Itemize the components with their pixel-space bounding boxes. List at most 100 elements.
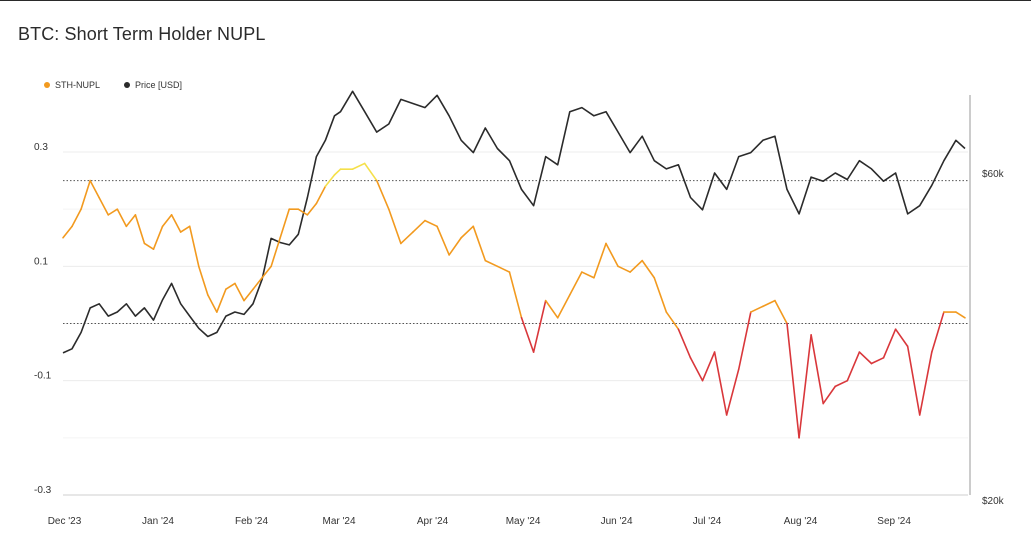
sth-nupl-segment xyxy=(496,265,511,273)
x-tick-label: Dec '23 xyxy=(48,516,82,527)
sth-nupl-segment xyxy=(858,351,873,365)
sth-nupl-segment xyxy=(152,225,164,250)
sth-nupl-segment xyxy=(653,276,668,313)
series-price xyxy=(62,90,966,354)
sth-nupl-segment xyxy=(810,334,825,405)
sth-nupl-segment xyxy=(894,328,909,348)
legend-item-sth-nupl[interactable]: STH-NUPL xyxy=(44,80,100,90)
sth-nupl-segment xyxy=(333,168,342,176)
sth-nupl-segment xyxy=(955,311,966,319)
sth-nupl-segment xyxy=(581,271,595,279)
x-tick-label: Apr '24 xyxy=(417,516,449,527)
top-border xyxy=(0,0,1031,1)
sth-nupl-segment xyxy=(617,265,631,273)
sth-nupl-segment xyxy=(400,231,414,245)
sth-nupl-segment xyxy=(689,356,704,382)
sth-nupl-segment xyxy=(641,259,656,279)
sth-nupl-segment xyxy=(882,328,897,359)
right-tick-label: $60k xyxy=(982,169,1005,180)
sth-nupl-segment xyxy=(508,271,523,319)
sth-nupl-segment xyxy=(701,351,716,382)
sth-nupl-segment xyxy=(261,265,272,279)
x-tick-label: Aug '24 xyxy=(784,516,818,527)
sth-nupl-segment xyxy=(225,282,236,291)
sth-nupl-segment xyxy=(532,299,547,353)
sth-nupl-segment xyxy=(363,162,378,182)
y-tick-label: 0.1 xyxy=(34,256,48,267)
sth-nupl-segment xyxy=(98,196,110,216)
sth-nupl-segment xyxy=(62,225,73,239)
sth-nupl-segment xyxy=(774,299,788,325)
price-line xyxy=(62,90,966,354)
sth-nupl-segment xyxy=(798,334,812,439)
sth-nupl-segment xyxy=(170,214,182,233)
y-tick-label: 0.3 xyxy=(34,142,48,153)
sth-nupl-segment xyxy=(834,379,849,388)
sth-nupl-segment xyxy=(472,225,487,262)
legend: STH-NUPL Price [USD] xyxy=(44,80,182,90)
sth-nupl-segment xyxy=(134,214,146,245)
sth-nupl-segment xyxy=(234,282,245,302)
legend-item-price[interactable]: Price [USD] xyxy=(124,80,182,90)
sth-nupl-segment xyxy=(306,202,318,216)
sth-nupl-segment xyxy=(665,311,680,331)
sth-nupl-segment xyxy=(930,311,945,353)
sth-nupl-segment xyxy=(484,259,499,268)
sth-nupl-segment xyxy=(762,299,776,308)
sth-nupl-segment xyxy=(544,299,559,319)
sth-nupl-segment xyxy=(786,322,800,439)
sth-nupl-segment xyxy=(737,311,752,371)
sth-nupl-segment xyxy=(297,208,309,216)
price-dot-icon xyxy=(124,82,131,88)
sth-nupl-segment xyxy=(143,242,155,250)
sth-nupl-segment xyxy=(906,345,921,416)
sth-nupl-segment xyxy=(197,265,209,296)
sth-nupl-segment xyxy=(107,208,119,216)
sth-nupl-segment xyxy=(188,225,200,268)
sth-nupl-segment xyxy=(556,294,571,319)
sth-nupl-segment xyxy=(80,179,91,210)
sth-nupl-segment xyxy=(207,294,218,313)
right-tick-label: $20k xyxy=(982,496,1005,507)
sth-nupl-segment xyxy=(749,305,764,313)
sth-nupl-segment xyxy=(252,276,263,291)
sth-nupl-segment xyxy=(846,351,861,382)
sth-nupl-segment xyxy=(161,214,173,228)
x-tick-label: Mar '24 xyxy=(323,516,356,527)
grid-lines xyxy=(63,95,971,496)
x-tick-label: Sep '24 xyxy=(877,516,911,527)
sth-nupl-segment xyxy=(436,225,450,256)
right-axis: $60k $20k xyxy=(982,169,1005,507)
sth-nupl-segment xyxy=(324,174,336,188)
sth-nupl-segment xyxy=(605,242,619,268)
legend-label-price: Price [USD] xyxy=(135,80,183,90)
sth-nupl-segment xyxy=(822,385,837,405)
sth-nupl-segment xyxy=(243,288,254,302)
y-tick-label: -0.3 xyxy=(34,485,52,496)
sth-nupl-segment xyxy=(448,236,463,256)
y-tick-label: -0.1 xyxy=(34,371,52,382)
sth-nupl-segment xyxy=(125,214,137,228)
x-tick-label: May '24 xyxy=(506,516,541,527)
x-tick-label: Feb '24 xyxy=(235,516,268,527)
sth-nupl-segment xyxy=(315,185,327,205)
sth-nupl-segment xyxy=(677,328,692,359)
sth-nupl-segment xyxy=(725,368,740,416)
sth-nupl-segment xyxy=(179,225,191,233)
sth-nupl-segment xyxy=(918,351,933,416)
chart-title: BTC: Short Term Holder NUPL xyxy=(18,24,266,44)
sth-nupl-segment xyxy=(568,271,583,296)
sth-nupl-segment xyxy=(351,162,366,170)
sth-nupl-segment xyxy=(216,288,227,313)
sth-nupl-segment xyxy=(520,316,535,353)
x-tick-label: Jun '24 xyxy=(601,516,633,527)
sth-nupl-segment xyxy=(424,219,438,228)
sth-nupl-dot-icon xyxy=(44,82,50,88)
y-axis: 0.3 0.1 -0.1 -0.3 xyxy=(34,142,52,496)
sth-nupl-segment xyxy=(593,242,607,279)
x-tick-label: Jan '24 xyxy=(142,516,174,527)
sth-nupl-segment xyxy=(375,179,390,210)
sth-nupl-segment xyxy=(279,208,291,239)
sth-nupl-segment xyxy=(870,356,885,365)
